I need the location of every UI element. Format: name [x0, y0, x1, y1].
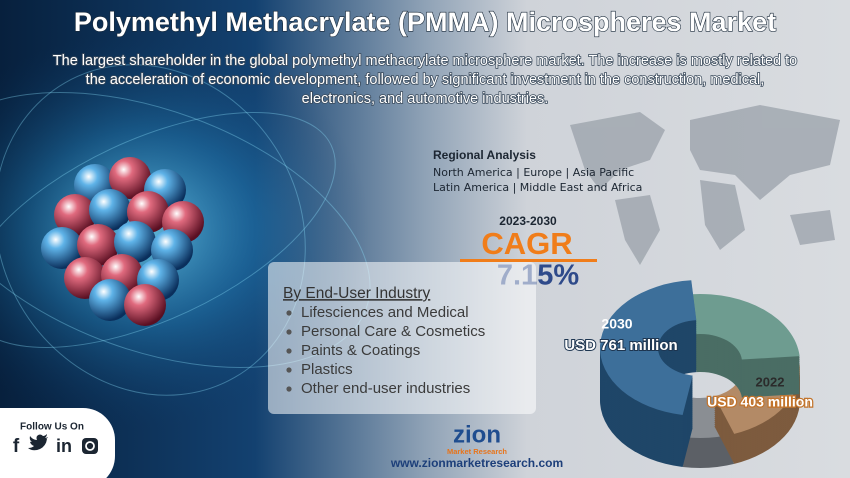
sphere — [89, 279, 131, 321]
subtitle: electronics, and automotive industries. — [302, 91, 549, 107]
segment-item: Lifesciences and Medical — [301, 304, 469, 321]
regional-line: Latin America | Middle East and Africa — [433, 181, 642, 194]
segment-list: Lifesciences and Medical Personal Care & … — [286, 304, 485, 397]
sphere — [114, 221, 156, 263]
world-map — [570, 105, 840, 265]
sphere — [109, 157, 151, 199]
url[interactable]: www.zionmarketresearch.com — [390, 456, 563, 470]
regional-line: North America | Europe | Asia Pacific — [433, 166, 634, 179]
bullet — [286, 329, 292, 335]
linkedin-icon[interactable]: in — [56, 436, 72, 456]
segment-item: Other end-user industries — [301, 380, 470, 397]
molecule — [41, 157, 204, 326]
bullet — [286, 386, 292, 392]
sphere — [41, 227, 83, 269]
regional-title: Regional Analysis — [433, 148, 536, 162]
cagr-period: 2023-2030 — [499, 214, 557, 228]
subtitle: the acceleration of economic development… — [86, 72, 765, 88]
donut-top — [600, 280, 697, 415]
value-start: USD 403 million — [707, 394, 813, 410]
value-end: USD 761 million — [564, 337, 677, 354]
twitter-icon[interactable] — [28, 434, 48, 451]
donut — [599, 280, 800, 468]
title: Polymethyl Methacrylate (PMMA) Microsphe… — [74, 7, 776, 37]
segment-title: By End-User Industry — [283, 285, 431, 302]
sphere — [54, 194, 96, 236]
bullet — [286, 310, 292, 316]
bullet — [286, 348, 292, 354]
follow-title: Follow Us On — [20, 422, 84, 433]
donut-top — [691, 294, 800, 360]
sphere — [124, 284, 166, 326]
follow-box — [0, 408, 115, 478]
year-end: 2030 — [601, 316, 632, 332]
cagr-underline — [460, 259, 597, 262]
segment-box — [268, 262, 536, 414]
segment-item: Personal Care & Cosmetics — [301, 323, 485, 340]
segment-item: Plastics — [301, 361, 353, 378]
sphere — [89, 189, 131, 231]
instagram-icon[interactable] — [82, 438, 98, 454]
sphere — [77, 224, 119, 266]
logo-name: zion — [453, 421, 501, 448]
logo-tagline: Market Research — [447, 447, 507, 456]
bullet — [286, 367, 292, 373]
facebook-icon[interactable]: f — [13, 436, 20, 457]
subtitle: The largest shareholder in the global po… — [53, 53, 797, 69]
year-start: 2022 — [756, 374, 785, 389]
segment-item: Paints & Coatings — [301, 342, 420, 359]
cagr-label: CAGR — [481, 226, 572, 261]
